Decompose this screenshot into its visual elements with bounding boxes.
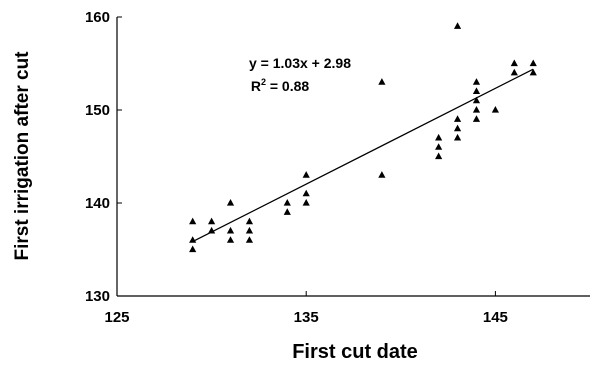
data-point <box>472 106 481 113</box>
data-point <box>510 59 518 67</box>
data-point <box>453 115 462 122</box>
data-point <box>453 133 462 141</box>
x-tick-label: 145 <box>483 309 508 326</box>
y-axis-title: First irrigation after cut <box>12 51 33 261</box>
data-point <box>529 68 537 76</box>
x-ticks: 125 135 145 <box>104 291 508 326</box>
trendline <box>192 68 534 243</box>
data-point <box>189 236 197 243</box>
data-point <box>453 124 462 132</box>
data-point <box>435 133 443 141</box>
y-tick-label: 160 <box>85 9 110 26</box>
data-point <box>245 226 254 234</box>
data-points <box>189 22 537 253</box>
data-point <box>435 152 443 160</box>
x-tick-label: 135 <box>294 309 319 326</box>
data-point <box>472 78 481 85</box>
data-point <box>435 143 443 150</box>
data-point <box>302 199 310 206</box>
r-squared-label: R2 = 0.88 <box>251 77 310 94</box>
r-squared-value: = 0.88 <box>266 78 309 94</box>
data-point <box>472 87 481 94</box>
plot-area: 130 140 150 160 125 135 145 <box>85 9 590 326</box>
data-point <box>283 208 291 215</box>
y-tick-label: 130 <box>85 288 110 305</box>
data-point <box>491 106 499 113</box>
data-point <box>208 217 216 225</box>
data-point <box>226 199 235 206</box>
y-tick-label: 140 <box>85 195 110 212</box>
x-tick-label: 125 <box>104 309 129 326</box>
data-point <box>189 245 197 253</box>
data-point <box>453 22 462 29</box>
data-point <box>472 96 481 104</box>
data-point <box>226 226 235 234</box>
data-point <box>510 68 518 76</box>
data-point <box>302 171 310 178</box>
data-point <box>226 236 235 243</box>
data-point <box>472 115 481 122</box>
trend-equation: y = 1.03x + 2.98 <box>249 55 351 71</box>
data-point <box>245 236 254 243</box>
y-ticks: 130 140 150 160 <box>85 9 122 305</box>
data-point <box>302 189 310 197</box>
data-point <box>378 171 386 178</box>
data-point <box>208 226 216 234</box>
y-tick-label: 150 <box>85 102 110 119</box>
x-axis-title: First cut date <box>292 341 418 363</box>
data-point <box>245 217 254 225</box>
data-point <box>189 217 197 225</box>
data-point <box>529 59 537 67</box>
data-point <box>378 78 386 85</box>
r-squared-exponent: 2 <box>261 77 266 87</box>
data-point <box>283 199 291 206</box>
r-squared-letter: R <box>251 78 261 94</box>
